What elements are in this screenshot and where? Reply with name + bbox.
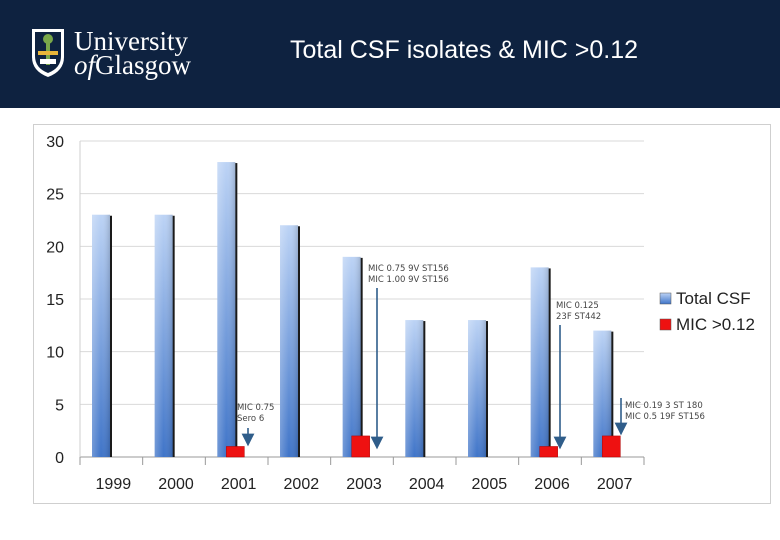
annotation-text: MIC 0.19 3 ST 180 — [625, 401, 703, 411]
logo-glasgow-word: Glasgow — [95, 50, 192, 80]
y-axis-ticks: 0 5 10 15 20 25 30 — [46, 134, 64, 467]
logo-university-text: University — [74, 26, 188, 56]
y-tick-label: 25 — [46, 187, 64, 204]
y-tick-label: 10 — [46, 345, 64, 362]
total-csf-bar-shine — [405, 320, 424, 457]
x-tick-label: 2003 — [346, 476, 382, 493]
total-csf-bar-shine — [593, 330, 612, 457]
x-tick-label: 2005 — [472, 476, 508, 493]
total-csf-bar-shine — [530, 267, 549, 457]
total-csf-bar-shine — [342, 256, 361, 457]
university-logo: University ofGlasgow — [30, 27, 200, 82]
annotation-text: 23F ST442 — [556, 312, 601, 322]
mic-bar — [226, 446, 245, 458]
mic-bar — [602, 435, 621, 458]
x-tick-label: 1999 — [96, 476, 132, 493]
y-tick-label: 0 — [55, 450, 64, 467]
x-tick-label: 2007 — [597, 476, 633, 493]
annotation-text: MIC 0.5 19F ST156 — [625, 412, 705, 422]
logo-of-text: of — [74, 50, 96, 80]
x-tick-label: 2004 — [409, 476, 445, 493]
total-csf-bar-shine — [154, 214, 173, 457]
legend-swatch — [659, 292, 672, 305]
chart-frame: 0 5 10 15 20 25 30 1999 2000 2001 2002 2003 2004 200… — [33, 124, 771, 504]
logo-glasgow-text: ofGlasgow — [74, 51, 191, 79]
annotation-text: MIC 0.75 — [237, 403, 274, 413]
legend-swatch — [659, 318, 672, 331]
mic-bar — [351, 435, 370, 458]
y-tick-label: 20 — [46, 239, 64, 256]
slide-header: University ofGlasgow Total CSF isolates … — [0, 0, 780, 108]
y-tick-label: 30 — [46, 134, 64, 151]
legend-label: Total CSF — [676, 289, 751, 308]
x-axis-ticks: 1999 2000 2001 2002 2003 2004 2005 2006 2007 — [96, 476, 633, 493]
crest-icon — [32, 29, 64, 77]
legend: Total CSF MIC >0.12 — [659, 289, 755, 334]
slide-title: Total CSF isolates & MIC >0.12 — [290, 36, 639, 64]
x-tick-label: 2000 — [158, 476, 194, 493]
y-tick-label: 5 — [55, 397, 64, 414]
total-csf-bar-shine — [468, 320, 486, 457]
annotation-text: Sero 6 — [237, 414, 264, 424]
annotation-text: MIC 0.75 9V ST156 — [368, 264, 449, 274]
y-tick-label: 15 — [46, 292, 64, 309]
x-tick-label: 2001 — [221, 476, 257, 493]
total-csf-bar-shine — [92, 214, 110, 457]
total-csf-bar-shine — [217, 162, 236, 458]
bars — [92, 162, 621, 458]
annotation-text: MIC 0.125 — [556, 301, 599, 311]
bar-chart: 0 5 10 15 20 25 30 1999 2000 2001 2002 2003 2004 200… — [46, 134, 755, 493]
legend-label: MIC >0.12 — [676, 315, 755, 334]
mic-bar — [539, 446, 558, 458]
x-tick-label: 2002 — [284, 476, 320, 493]
annotation-text: MIC 1.00 9V ST156 — [368, 275, 449, 285]
total-csf-bar-shine — [280, 225, 298, 457]
x-tick-label: 2006 — [534, 476, 570, 493]
